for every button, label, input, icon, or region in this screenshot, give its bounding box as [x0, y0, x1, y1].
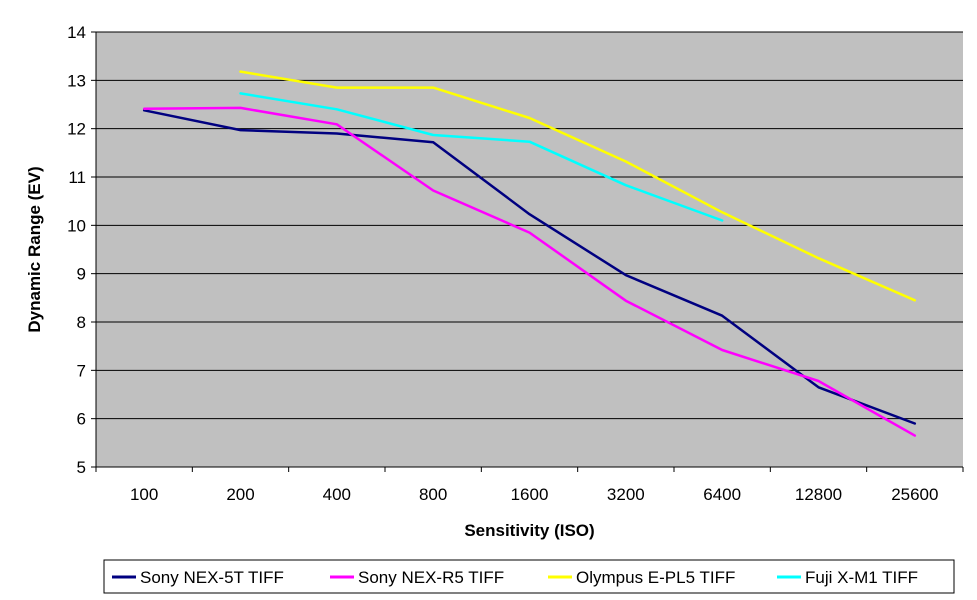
x-tick-label: 100 — [130, 485, 158, 504]
plot-area — [96, 32, 963, 467]
legend: Sony NEX-5T TIFF Sony NEX-R5 TIFF Olympus … — [103, 559, 955, 594]
legend-box — [103, 559, 955, 594]
x-axis-title: Sensitivity (ISO) — [464, 521, 594, 540]
y-tick-label: 12 — [67, 120, 86, 139]
axes — [91, 31, 964, 472]
y-tick-label: 10 — [67, 216, 86, 235]
y-tick-label: 5 — [77, 458, 86, 477]
x-tick-label: 25600 — [891, 485, 938, 504]
y-axis-title: Dynamic Range (EV) — [25, 166, 44, 332]
y-tick-label: 9 — [77, 265, 86, 284]
gridlines — [96, 31, 963, 420]
x-tick-label: 1600 — [511, 485, 549, 504]
legend-label: Fuji X-M1 TIFF — [805, 568, 918, 587]
series-line — [239, 70, 917, 302]
x-tick-label: 400 — [323, 485, 351, 504]
x-tick-labels: 100 200 400 800 1600 3200 6400 12800 25600 — [130, 485, 938, 504]
y-tick-label: 14 — [67, 23, 86, 42]
y-tick-label: 11 — [68, 168, 86, 187]
series-line — [142, 106, 917, 437]
series-line — [239, 92, 724, 222]
y-tick-label: 13 — [67, 71, 86, 90]
y-tick-label: 6 — [77, 410, 86, 429]
x-tick-label: 6400 — [703, 485, 741, 504]
x-tick-label: 12800 — [795, 485, 842, 504]
series-lines — [142, 70, 917, 437]
series-line — [142, 109, 917, 425]
y-tick-label: 7 — [77, 361, 86, 380]
x-tick-label: 3200 — [607, 485, 645, 504]
y-tick-label: 8 — [77, 313, 86, 332]
legend-label: Sony NEX-R5 TIFF — [358, 568, 504, 587]
legend-label: Sony NEX-5T TIFF — [140, 568, 284, 587]
x-tick-label: 200 — [226, 485, 254, 504]
y-tick-labels: 5 6 7 8 9 10 11 12 13 14 — [67, 23, 86, 477]
legend-label: Olympus E-PL5 TIFF — [576, 568, 735, 587]
x-tick-label: 800 — [419, 485, 447, 504]
